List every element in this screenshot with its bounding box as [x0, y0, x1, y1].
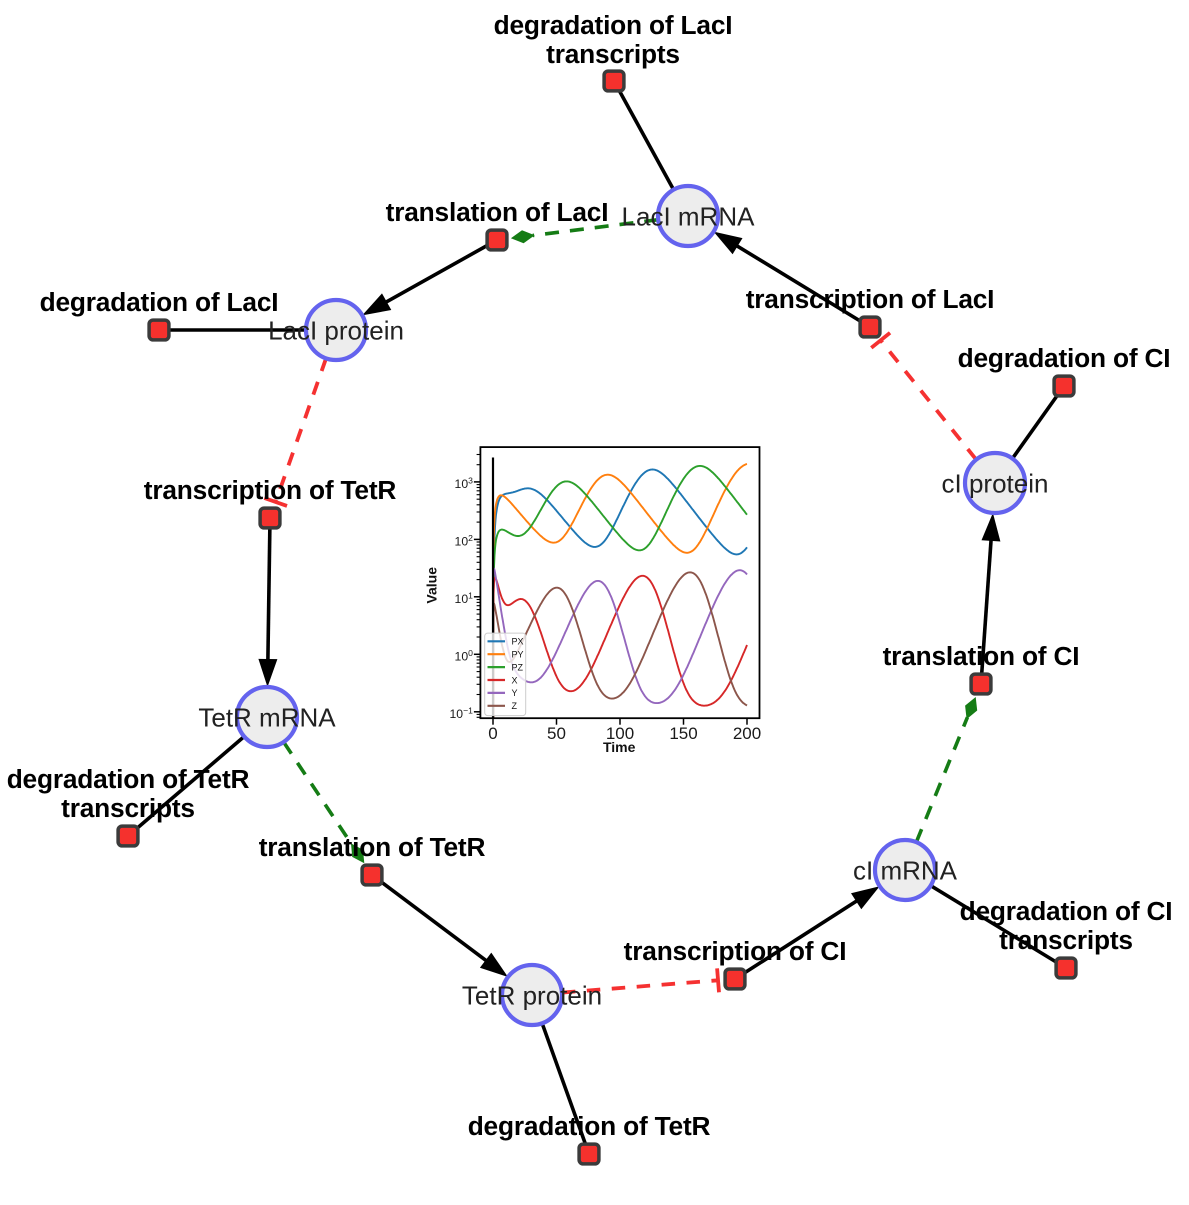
svg-text:degradation of CI: degradation of CI: [958, 343, 1171, 373]
svg-text:Y: Y: [512, 688, 518, 698]
svg-text:X: X: [512, 675, 518, 685]
svg-text:degradation of LacI: degradation of LacI: [40, 287, 279, 317]
svg-text:transcripts: transcripts: [546, 39, 680, 69]
svg-text:transcription of TetR: transcription of TetR: [144, 475, 397, 505]
svg-text:transcripts: transcripts: [61, 793, 195, 823]
svg-text:TetR mRNA: TetR mRNA: [198, 703, 336, 733]
svg-text:translation of CI: translation of CI: [883, 641, 1080, 671]
svg-text:0: 0: [488, 724, 497, 743]
svg-text:Z: Z: [512, 701, 518, 711]
svg-text:degradation of TetR: degradation of TetR: [468, 1111, 711, 1141]
svg-text:150: 150: [669, 724, 697, 743]
svg-text:cI mRNA: cI mRNA: [853, 856, 958, 886]
svg-text:100: 100: [606, 724, 634, 743]
svg-text:transcription of CI: transcription of CI: [624, 936, 847, 966]
svg-text:PZ: PZ: [512, 662, 524, 672]
svg-text:degradation of LacI: degradation of LacI: [494, 10, 733, 40]
svg-text:200: 200: [733, 724, 761, 743]
svg-text:translation of LacI: translation of LacI: [386, 197, 609, 227]
svg-text:degradation of TetR: degradation of TetR: [7, 764, 250, 794]
svg-text:LacI protein: LacI protein: [268, 316, 404, 346]
svg-text:transcription of LacI: transcription of LacI: [746, 284, 995, 314]
svg-text:translation of TetR: translation of TetR: [259, 832, 486, 862]
svg-text:PX: PX: [512, 637, 524, 647]
svg-text:cI protein: cI protein: [942, 469, 1049, 499]
svg-text:Time: Time: [603, 739, 636, 755]
svg-text:LacI mRNA: LacI mRNA: [622, 202, 756, 232]
svg-text:TetR protein: TetR protein: [462, 981, 602, 1011]
svg-text:degradation of CI: degradation of CI: [960, 896, 1173, 926]
svg-text:Value: Value: [424, 567, 440, 604]
svg-text:transcripts: transcripts: [999, 925, 1133, 955]
svg-text:PY: PY: [512, 650, 524, 660]
svg-text:50: 50: [547, 724, 566, 743]
